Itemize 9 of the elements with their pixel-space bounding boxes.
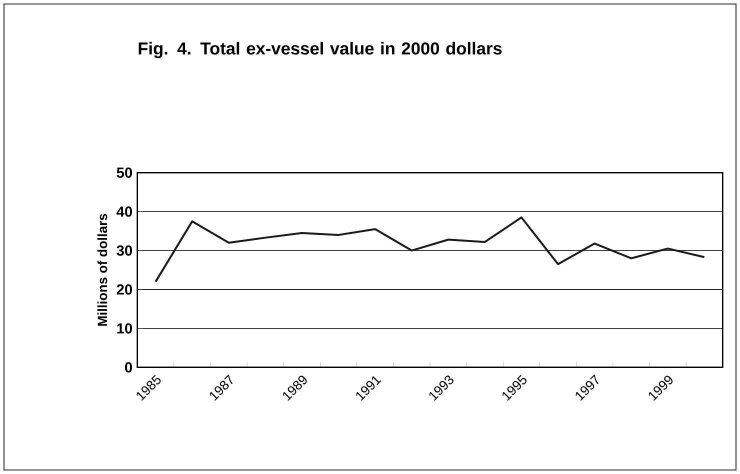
y-tick-label: 20 xyxy=(116,284,132,295)
y-axis-title: Millions of dollars xyxy=(97,214,108,326)
y-tick-label: 50 xyxy=(116,167,132,178)
y-tick-label: 40 xyxy=(116,206,132,217)
y-tick-label: 30 xyxy=(116,245,132,256)
line-series xyxy=(154,216,706,283)
y-tick-label: 10 xyxy=(117,323,132,334)
chart-title: Fig. 4. Total ex-vessel value in 2000 dollars xyxy=(138,42,502,58)
y-tick-label: 0 xyxy=(125,362,132,373)
